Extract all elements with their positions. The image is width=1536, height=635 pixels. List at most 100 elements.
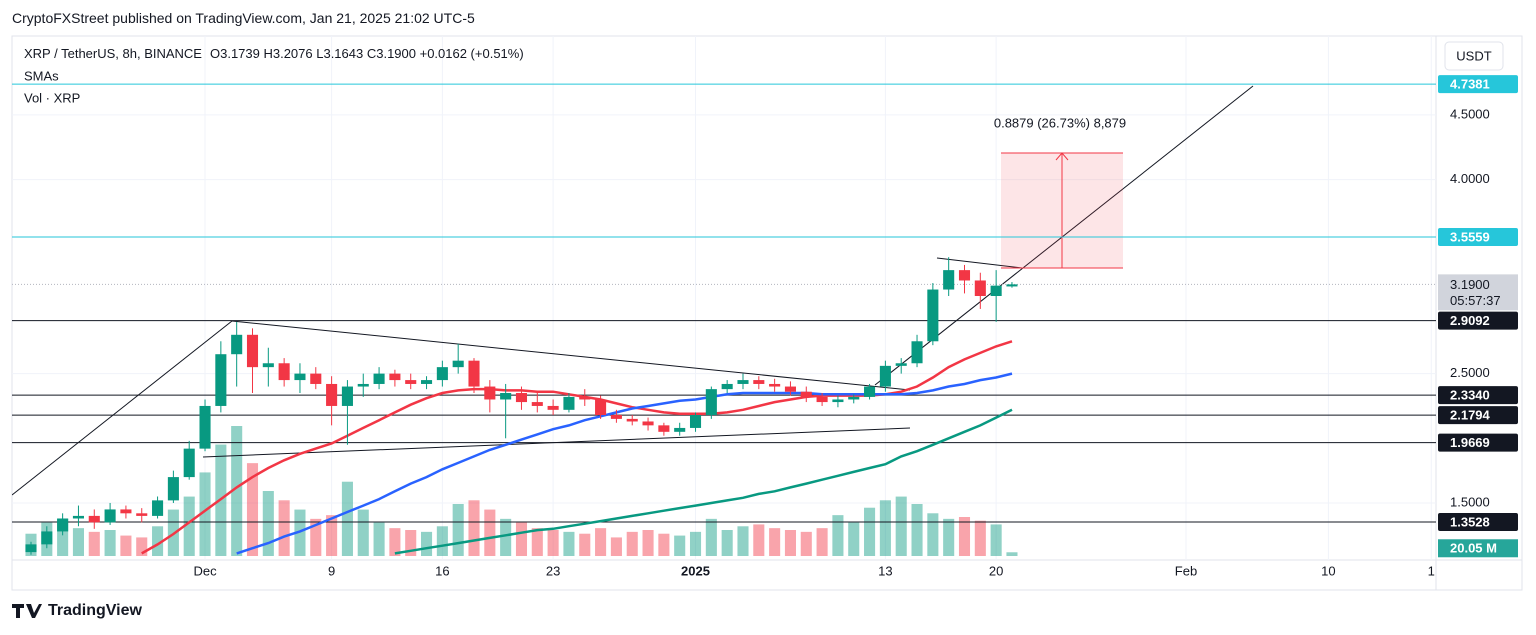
candle-body [579,396,591,400]
volume-bar [278,500,290,556]
volume-bar [199,472,211,556]
candle-body [705,389,717,416]
candle-body [373,373,385,384]
x-tick-label: 10 [1321,563,1335,578]
candle-body [72,515,84,519]
candle-body [262,363,274,368]
volume-bar [136,537,148,556]
candle-body [88,515,100,523]
volume-bar [674,535,686,556]
level-label: 1.9669 [1450,435,1490,450]
candle-body [1006,284,1018,287]
volume-bar [816,528,828,556]
volume-bar [595,528,607,556]
candle-body [452,360,464,368]
candle-body [326,383,338,406]
volume-bar [958,517,971,556]
candle-body [41,531,53,545]
candle-body [310,373,322,384]
x-tick-label: 13 [878,563,892,578]
volume-bar [642,530,654,556]
candle-body [911,341,923,364]
volume-bar [341,481,353,556]
x-tick-label: 23 [546,563,560,578]
sma-legend: SMAs [24,68,59,83]
chart: 4.5000 4.0000 2.5000 1.5000 Dec 9 16 23 2025 13 20… [11,35,1523,591]
volume-bar [626,531,638,556]
volume-bar [500,518,512,556]
x-tick-label: 20 [989,563,1003,578]
candle-body [405,380,417,384]
candle-body [294,373,306,381]
volume-label: 20.05 M [1450,541,1497,556]
publish-header: CryptoFXStreet published on TradingView.… [12,10,475,26]
candle-body [895,363,907,366]
volume-bar [294,509,306,556]
y-tick-label: 2.5000 [1450,365,1490,380]
candle-body [626,418,638,422]
candle-body [278,363,290,381]
volume-bar [990,524,1002,556]
y-tick-label: 4.5000 [1450,106,1490,121]
candle-body [341,386,353,406]
trend-line [12,320,233,496]
candle-body [879,365,891,387]
volume-bar [421,531,433,556]
candle-body [674,427,686,432]
sma-line [394,408,1013,555]
candle-body [183,448,195,478]
footer: TradingView [12,602,142,620]
candle-body [389,373,401,381]
candle-body [927,289,939,342]
chart-frame [11,35,1523,591]
level-label-box [1438,75,1518,94]
volume-bar [927,513,939,556]
volume-bar [531,528,543,556]
x-tick-label: 16 [435,563,449,578]
volume-bar [120,535,132,556]
volume-bar [57,518,69,556]
volume-bar [848,522,860,556]
candle-body [484,386,496,400]
volume-bar [389,528,401,556]
ohlc: O3.1739 H3.2076 L3.1643 C3.1900 +0.0162 … [210,46,524,61]
volume-bar [769,528,781,556]
volume-label-box [1438,539,1518,558]
volume-bar [484,509,496,556]
last-price-box [1438,274,1518,311]
volume-bar [231,426,243,556]
measure-arrow-head [1055,152,1069,161]
candle-body [500,393,512,400]
candle-body [436,367,448,381]
candle-body [816,396,828,403]
trend-line [936,257,1023,269]
candle-body [958,270,971,281]
volume-bar [468,500,480,556]
volume-bar [658,533,670,556]
sma-line [236,372,1013,555]
candle-body [199,405,211,449]
x-tick-label: 9 [328,563,335,578]
trend-line [231,320,911,391]
volume-bar [183,496,195,556]
candle-body [721,383,733,390]
candle-body [246,334,259,368]
level-label-box [1438,228,1518,247]
volume-bar [737,526,749,556]
volume-bar [879,500,891,556]
candle-body [152,500,164,516]
candle-body [737,380,749,384]
candle-body [595,399,607,416]
candle-body [800,391,812,397]
candle-body [658,425,670,432]
level-label: 1.3528 [1450,514,1490,529]
candle-body [468,360,480,387]
volume-bar [784,530,796,556]
last-price-label: 3.1900 [1450,277,1490,292]
currency-button[interactable] [1444,41,1504,71]
candle-body [610,415,622,419]
currency-label[interactable]: USDT [1456,48,1491,63]
candle-body [531,402,543,406]
candle-body [231,334,243,355]
